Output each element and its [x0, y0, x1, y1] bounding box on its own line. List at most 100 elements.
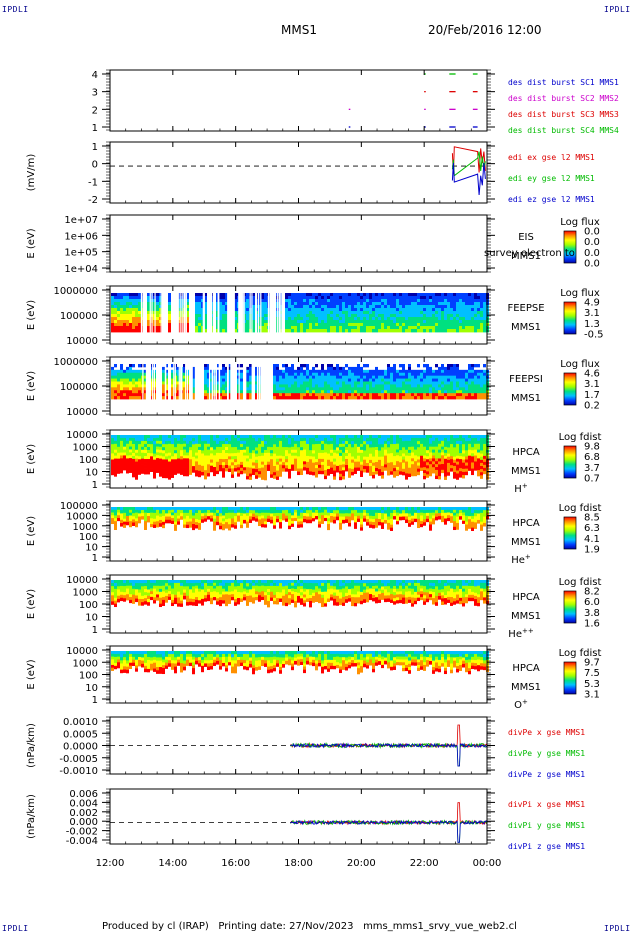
spectrogram-cell: [282, 384, 285, 388]
spectrogram-cell: [327, 441, 330, 445]
spectrogram-cell: [351, 390, 354, 394]
y-tick-label: 4: [92, 70, 98, 81]
spectrogram-cell: [225, 467, 228, 472]
spectrogram-cell: [300, 381, 303, 385]
spectrogram-cell: [441, 317, 444, 321]
spectrogram-cell: [384, 314, 387, 318]
spectrogram-cell: [129, 440, 132, 445]
spectrogram-cell: [429, 314, 432, 318]
spectrogram-cell: [480, 317, 483, 321]
spectrogram-cell: [369, 293, 372, 297]
instrument-label: FEEPSI: [509, 374, 543, 385]
spectrogram-cell: [183, 378, 186, 382]
spectrogram-cell: [483, 461, 486, 466]
spectrogram-cell: [471, 317, 474, 321]
spectrogram-cell: [123, 467, 126, 471]
spectrogram-cell: [345, 441, 348, 445]
spectrogram-cell: [132, 435, 135, 439]
spectrogram-cell: [390, 314, 393, 318]
spectrogram-cell: [363, 299, 366, 303]
spectrogram-cell: [114, 473, 117, 477]
spectrogram-cell: [132, 317, 135, 321]
spectrogram-cell: [357, 461, 360, 465]
spectrogram-cell: [324, 296, 327, 300]
spectrogram-cell: [423, 381, 426, 385]
spectrogram-cell: [408, 311, 411, 315]
spectrogram-cell: [453, 366, 456, 371]
spectrogram-cell: [309, 450, 312, 454]
spectrogram-cell: [333, 464, 336, 468]
spectrogram-cell: [156, 440, 159, 445]
spectrogram-cell: [474, 326, 477, 330]
spectrogram-cell: [480, 320, 483, 324]
spectrogram-cell: [471, 462, 474, 466]
spectrogram-cell: [345, 384, 348, 388]
spectrogram-cell: [213, 449, 216, 453]
spectrogram-cell: [336, 323, 339, 327]
spectrogram-cell: [303, 364, 306, 368]
spectrogram-cell: [381, 447, 384, 451]
spectrogram-cell: [405, 467, 408, 471]
spectrogram-cell: [381, 468, 384, 473]
spectrogram-cell: [480, 390, 483, 394]
spectrogram-cell: [378, 435, 381, 439]
spectrogram-cell: [381, 378, 384, 382]
spectrogram-cell: [258, 293, 261, 297]
spectrogram-cell: [318, 455, 321, 460]
spectrogram-cell: [402, 302, 405, 306]
spectrogram-cell: [372, 299, 375, 303]
spectrogram-cell: [366, 456, 369, 461]
spectrogram-cell: [384, 452, 387, 457]
spectrogram-cell: [405, 378, 408, 382]
spectrogram-cell: [114, 393, 117, 397]
spectrogram-cell: [288, 308, 291, 312]
spectrogram-cell: [159, 296, 162, 300]
spectrogram-cell: [243, 455, 246, 459]
spectrogram-cell: [396, 443, 399, 448]
spectrogram-cell: [129, 372, 132, 377]
spectrogram-cell: [459, 390, 462, 394]
spectrogram-cell: [255, 381, 258, 385]
spectrogram-cell: [291, 320, 294, 324]
spectrogram-cell: [366, 435, 369, 439]
spectrogram-cell: [426, 302, 429, 306]
spectrogram-cell: [369, 299, 372, 303]
spectrogram-cell: [234, 456, 237, 460]
spectrogram-cell: [417, 444, 420, 448]
spectrogram-cell: [321, 317, 324, 321]
spectrogram-cell: [318, 443, 321, 448]
spectrogram-cell: [306, 435, 309, 439]
spectrogram-cell: [324, 317, 327, 321]
spectrogram-cell: [354, 296, 357, 300]
spectrogram-cell: [294, 293, 297, 297]
spectrogram-cell: [129, 299, 132, 303]
spectrogram-cell: [429, 317, 432, 321]
spectrogram-cell: [390, 372, 393, 377]
spectrogram-cell: [114, 467, 117, 471]
spectrogram-cell: [339, 308, 342, 312]
spectrogram-cell: [159, 467, 162, 471]
spectrogram-cell: [336, 366, 339, 371]
spectrogram-cell: [177, 470, 180, 474]
spectrogram-cell: [453, 326, 456, 330]
legend-entry: edi ez gse l2 MMS1: [508, 195, 595, 204]
spectrogram-cell: [432, 387, 435, 391]
spectrogram-cell: [333, 293, 336, 297]
spectrogram-cell: [318, 381, 321, 385]
spectrogram-cell: [459, 471, 462, 475]
spectrogram-cell: [138, 296, 141, 300]
spectrogram-cell: [456, 308, 459, 312]
spectrogram-cell: [378, 450, 381, 455]
spectrogram-cell: [174, 447, 177, 451]
spectrogram-cell: [354, 390, 357, 394]
spectrogram-cell: [402, 378, 405, 382]
spectrogram-cell: [393, 308, 396, 312]
spectrogram-cell: [417, 323, 420, 327]
legend-entry: des dist burst SC1 MMS1: [508, 78, 619, 87]
spectrogram-cell: [393, 471, 396, 475]
spectrogram-cell: [249, 366, 252, 371]
spectrogram-cell: [303, 437, 306, 442]
spectrogram-cell: [147, 435, 150, 439]
